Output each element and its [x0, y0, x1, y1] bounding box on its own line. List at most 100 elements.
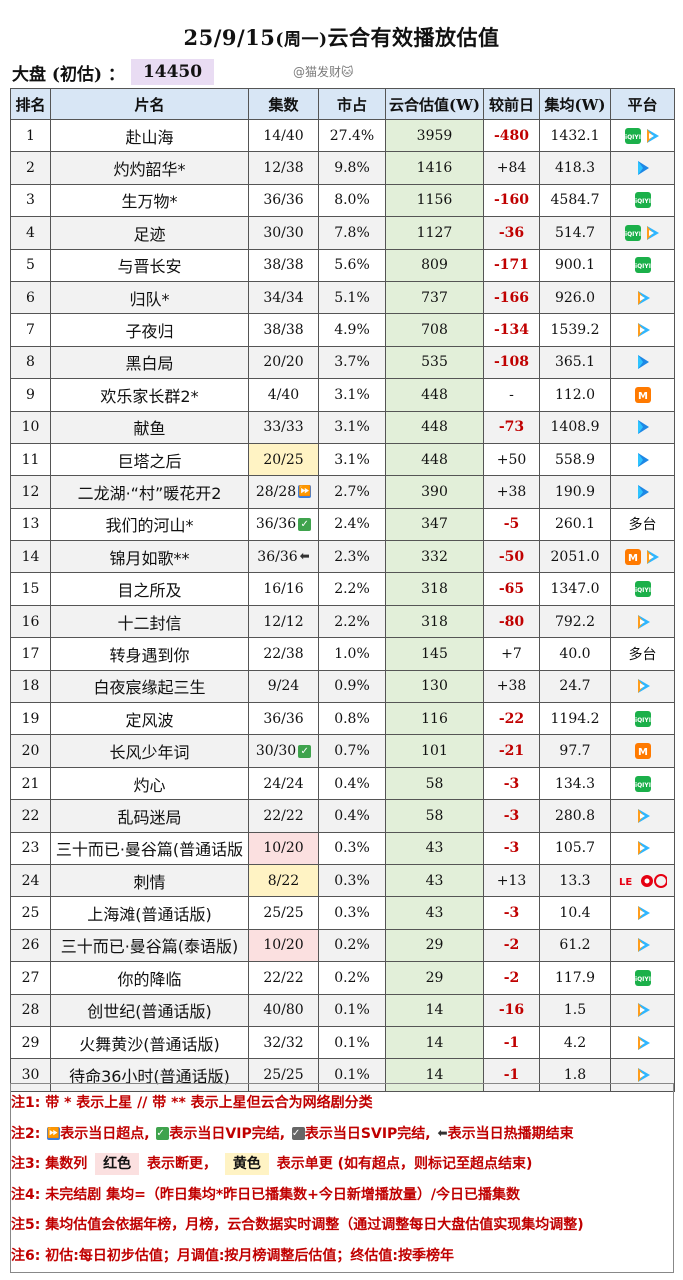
- note-text: 表示当日超点,: [60, 1125, 150, 1142]
- svg-text:M: M: [628, 553, 638, 564]
- cell-platform: iQIYI: [610, 183, 675, 218]
- table-row: 19 定风波 36/36 0.8% 116 -22 1194.2 iQIYI: [10, 702, 675, 736]
- episodes-value: 38/38: [263, 257, 304, 274]
- note-text: 表示断更，: [146, 1156, 217, 1172]
- svg-text:LE: LE: [619, 877, 632, 888]
- svg-text:iQIYI: iQIYI: [635, 263, 651, 270]
- cell-episodes: 36/36: [248, 702, 319, 736]
- cell-share: 9.8%: [318, 151, 386, 185]
- episodes-value: 12/12: [263, 613, 304, 630]
- cell-yunhe: 43: [385, 831, 484, 865]
- episodes-value: 12/38: [263, 160, 304, 177]
- cell-diff: -480: [483, 118, 540, 153]
- cell-rank: 24: [10, 863, 51, 898]
- episodes-value: 8/22: [267, 872, 300, 889]
- iqiyi-icon: iQIYI: [634, 710, 651, 727]
- cell-yunhe: 3959: [385, 118, 484, 153]
- note-1: 注1: 带 * 表示上星 // 带 ** 表示上星但云合为网络剧分类: [11, 1088, 673, 1119]
- cell-platform: [610, 313, 675, 347]
- cell-yunhe: 145: [385, 637, 484, 671]
- svg-text:iQIYI: iQIYI: [635, 976, 651, 983]
- cell-episodes: 8/22: [248, 863, 319, 898]
- cell-platform: LE: [610, 863, 675, 898]
- cell-diff: -50: [483, 540, 540, 574]
- cell-rank: 27: [10, 961, 51, 995]
- platform-icons: [635, 354, 651, 370]
- platform-icons: [635, 1067, 651, 1083]
- cell-platform: iQIYI: [610, 572, 675, 606]
- cell-yunhe: 708: [385, 313, 484, 347]
- cell-yunhe: 58: [385, 799, 484, 833]
- episodes-value: 25/25: [263, 905, 304, 922]
- mango-tv-icon: M: [634, 743, 651, 760]
- tencent-video-icon: [635, 905, 651, 921]
- cell-yunhe: 101: [385, 734, 484, 768]
- cell-yunhe: 116: [385, 702, 484, 736]
- cell-rank: 23: [10, 831, 51, 865]
- cell-name: 白夜宸缘起三生: [50, 669, 249, 704]
- cell-rank: 6: [10, 280, 51, 315]
- note-label: 注6:: [11, 1247, 41, 1264]
- note-2: 注2: ⏩表示当日超点, ✓ 表示当日VIP完结, ✓ 表示当日SVIP完结, ⬅表…: [11, 1119, 673, 1150]
- cell-yunhe: 1416: [385, 151, 484, 185]
- platform-icons: iQIYI: [625, 224, 660, 241]
- cell-diff: -1: [483, 1025, 540, 1060]
- platform-icons: M: [634, 743, 651, 760]
- episodes-value: 10/20: [263, 840, 304, 857]
- svg-text:iQIYI: iQIYI: [625, 134, 641, 141]
- platform-icons: [635, 808, 651, 824]
- table-row: 7 子夜归 38/38 4.9% 708 -134 1539.2: [10, 313, 675, 347]
- cell-share: 1.0%: [318, 637, 386, 671]
- cell-rank: 8: [10, 345, 51, 380]
- cell-yunhe: 29: [385, 928, 484, 963]
- episodes-value: 4/40: [267, 386, 300, 403]
- cell-average: 365.1: [539, 345, 611, 380]
- note-text: 表示当日热播期结束: [447, 1125, 574, 1142]
- cell-average: 4584.7: [539, 183, 611, 218]
- cell-name: 巨塔之后: [50, 442, 249, 477]
- cell-rank: 11: [10, 442, 51, 477]
- cell-average: 1408.9: [539, 410, 611, 444]
- iqiyi-icon: iQIYI: [625, 127, 641, 144]
- cell-diff: -22: [483, 702, 540, 736]
- cell-platform: iQIYI: [610, 766, 675, 801]
- cell-share: 3.1%: [318, 442, 386, 477]
- tencent-video-icon: [644, 128, 660, 144]
- table-row: 8 黑白局 20/20 3.7% 535 -108 365.1: [10, 345, 675, 380]
- note-5: 注5: 集均估值会依据年榜，月榜，云合数据实时调整（通过调整每日大盘估值实现集均…: [11, 1210, 673, 1241]
- cell-episodes: 38/38: [248, 313, 319, 347]
- platform-icons: [635, 419, 651, 435]
- cell-episodes: 20/25: [248, 442, 319, 477]
- platform-text: 多台: [628, 646, 657, 663]
- platform-icons: [635, 937, 651, 953]
- end-arrow-icon: ⬅: [299, 549, 310, 564]
- cell-rank: 20: [10, 734, 51, 768]
- cell-diff: -80: [483, 604, 540, 639]
- cell-yunhe: 1156: [385, 183, 484, 218]
- cell-rank: 5: [10, 248, 51, 282]
- cell-average: 514.7: [539, 216, 611, 250]
- cell-episodes: 28/28 ⏩: [248, 475, 319, 509]
- cell-average: 24.7: [539, 669, 611, 704]
- cell-diff: -2: [483, 928, 540, 963]
- cell-episodes: 38/38: [248, 248, 319, 282]
- cell-yunhe: 448: [385, 442, 484, 477]
- cell-yunhe: 130: [385, 669, 484, 704]
- table-row: 14 锦月如歌** 36/36 ⬅ 2.3% 332 -50 2051.0 M: [10, 540, 675, 574]
- tencent-video-icon: [644, 225, 660, 241]
- episodes-value: 24/24: [263, 775, 304, 792]
- cell-yunhe: 14: [385, 1058, 484, 1092]
- cell-share: 0.7%: [318, 734, 386, 768]
- cell-platform: iQIYI: [610, 248, 675, 282]
- cell-share: 8.0%: [318, 183, 386, 218]
- cell-name: 献鱼: [50, 410, 249, 444]
- cell-rank: 15: [10, 572, 51, 606]
- cell-average: 1.5: [539, 993, 611, 1027]
- table-row: 2 灼灼韶华* 12/38 9.8% 1416 +84 418.3: [10, 151, 675, 185]
- tencent-video-icon: [635, 678, 651, 694]
- cell-yunhe: 737: [385, 280, 484, 315]
- cell-rank: 1: [10, 118, 51, 153]
- episodes-value: 30/30: [255, 743, 297, 760]
- cell-episodes: 20/20: [248, 345, 319, 380]
- cell-share: 7.8%: [318, 216, 386, 250]
